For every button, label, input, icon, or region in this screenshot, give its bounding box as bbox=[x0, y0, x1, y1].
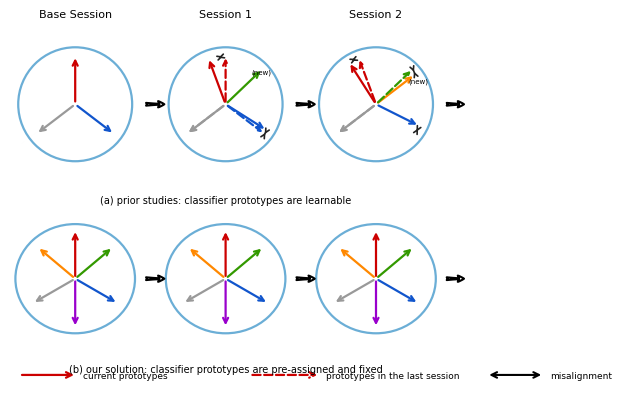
FancyArrowPatch shape bbox=[352, 67, 374, 102]
FancyArrowPatch shape bbox=[191, 106, 223, 131]
FancyArrowPatch shape bbox=[378, 78, 411, 103]
Text: Session 2: Session 2 bbox=[349, 10, 403, 20]
FancyArrowPatch shape bbox=[378, 280, 414, 301]
FancyArrowPatch shape bbox=[73, 235, 77, 276]
FancyArrowPatch shape bbox=[378, 105, 415, 124]
FancyArrowPatch shape bbox=[252, 372, 315, 378]
FancyArrowPatch shape bbox=[228, 250, 259, 277]
FancyArrowPatch shape bbox=[492, 372, 539, 378]
FancyArrowPatch shape bbox=[191, 106, 223, 131]
FancyArrowPatch shape bbox=[77, 250, 109, 277]
FancyArrowPatch shape bbox=[228, 106, 260, 131]
Text: prototypes in the last session: prototypes in the last session bbox=[326, 373, 460, 381]
Text: (b) our solution: classifier prototypes are pre-assigned and fixed: (b) our solution: classifier prototypes … bbox=[68, 365, 383, 375]
FancyArrowPatch shape bbox=[192, 250, 223, 277]
FancyArrowPatch shape bbox=[73, 61, 77, 101]
FancyArrowPatch shape bbox=[37, 280, 73, 301]
FancyArrowPatch shape bbox=[338, 280, 374, 301]
FancyArrowPatch shape bbox=[73, 282, 77, 323]
FancyArrowPatch shape bbox=[378, 73, 409, 102]
FancyArrowPatch shape bbox=[341, 106, 374, 131]
FancyArrowPatch shape bbox=[209, 63, 225, 102]
Text: misalignment: misalignment bbox=[550, 373, 612, 381]
FancyArrowPatch shape bbox=[413, 126, 420, 134]
FancyArrowPatch shape bbox=[223, 235, 228, 276]
FancyArrowPatch shape bbox=[77, 106, 110, 131]
FancyArrowPatch shape bbox=[188, 280, 223, 301]
FancyArrowPatch shape bbox=[374, 235, 378, 276]
Text: (a) prior studies: classifier prototypes are learnable: (a) prior studies: classifier prototypes… bbox=[100, 196, 351, 207]
FancyArrowPatch shape bbox=[228, 106, 262, 128]
FancyArrowPatch shape bbox=[22, 372, 72, 378]
FancyArrowPatch shape bbox=[40, 106, 73, 131]
FancyArrowPatch shape bbox=[360, 63, 375, 102]
FancyArrowPatch shape bbox=[342, 250, 374, 277]
FancyArrowPatch shape bbox=[77, 280, 113, 301]
FancyArrowPatch shape bbox=[223, 61, 228, 101]
Text: current prototypes: current prototypes bbox=[83, 373, 168, 381]
Text: Session 1: Session 1 bbox=[199, 10, 252, 20]
FancyArrowPatch shape bbox=[410, 66, 418, 78]
FancyArrowPatch shape bbox=[341, 106, 374, 131]
FancyArrowPatch shape bbox=[378, 250, 410, 277]
FancyArrowPatch shape bbox=[228, 73, 259, 102]
Text: (new): (new) bbox=[252, 69, 271, 76]
FancyArrowPatch shape bbox=[42, 250, 73, 277]
FancyArrowPatch shape bbox=[261, 128, 269, 139]
FancyArrowPatch shape bbox=[223, 282, 228, 323]
FancyArrowPatch shape bbox=[228, 280, 264, 301]
FancyArrowPatch shape bbox=[374, 282, 378, 323]
FancyArrowPatch shape bbox=[217, 54, 225, 60]
FancyArrowPatch shape bbox=[350, 57, 358, 63]
Text: (new): (new) bbox=[408, 79, 429, 85]
Text: Base Session: Base Session bbox=[38, 10, 112, 20]
